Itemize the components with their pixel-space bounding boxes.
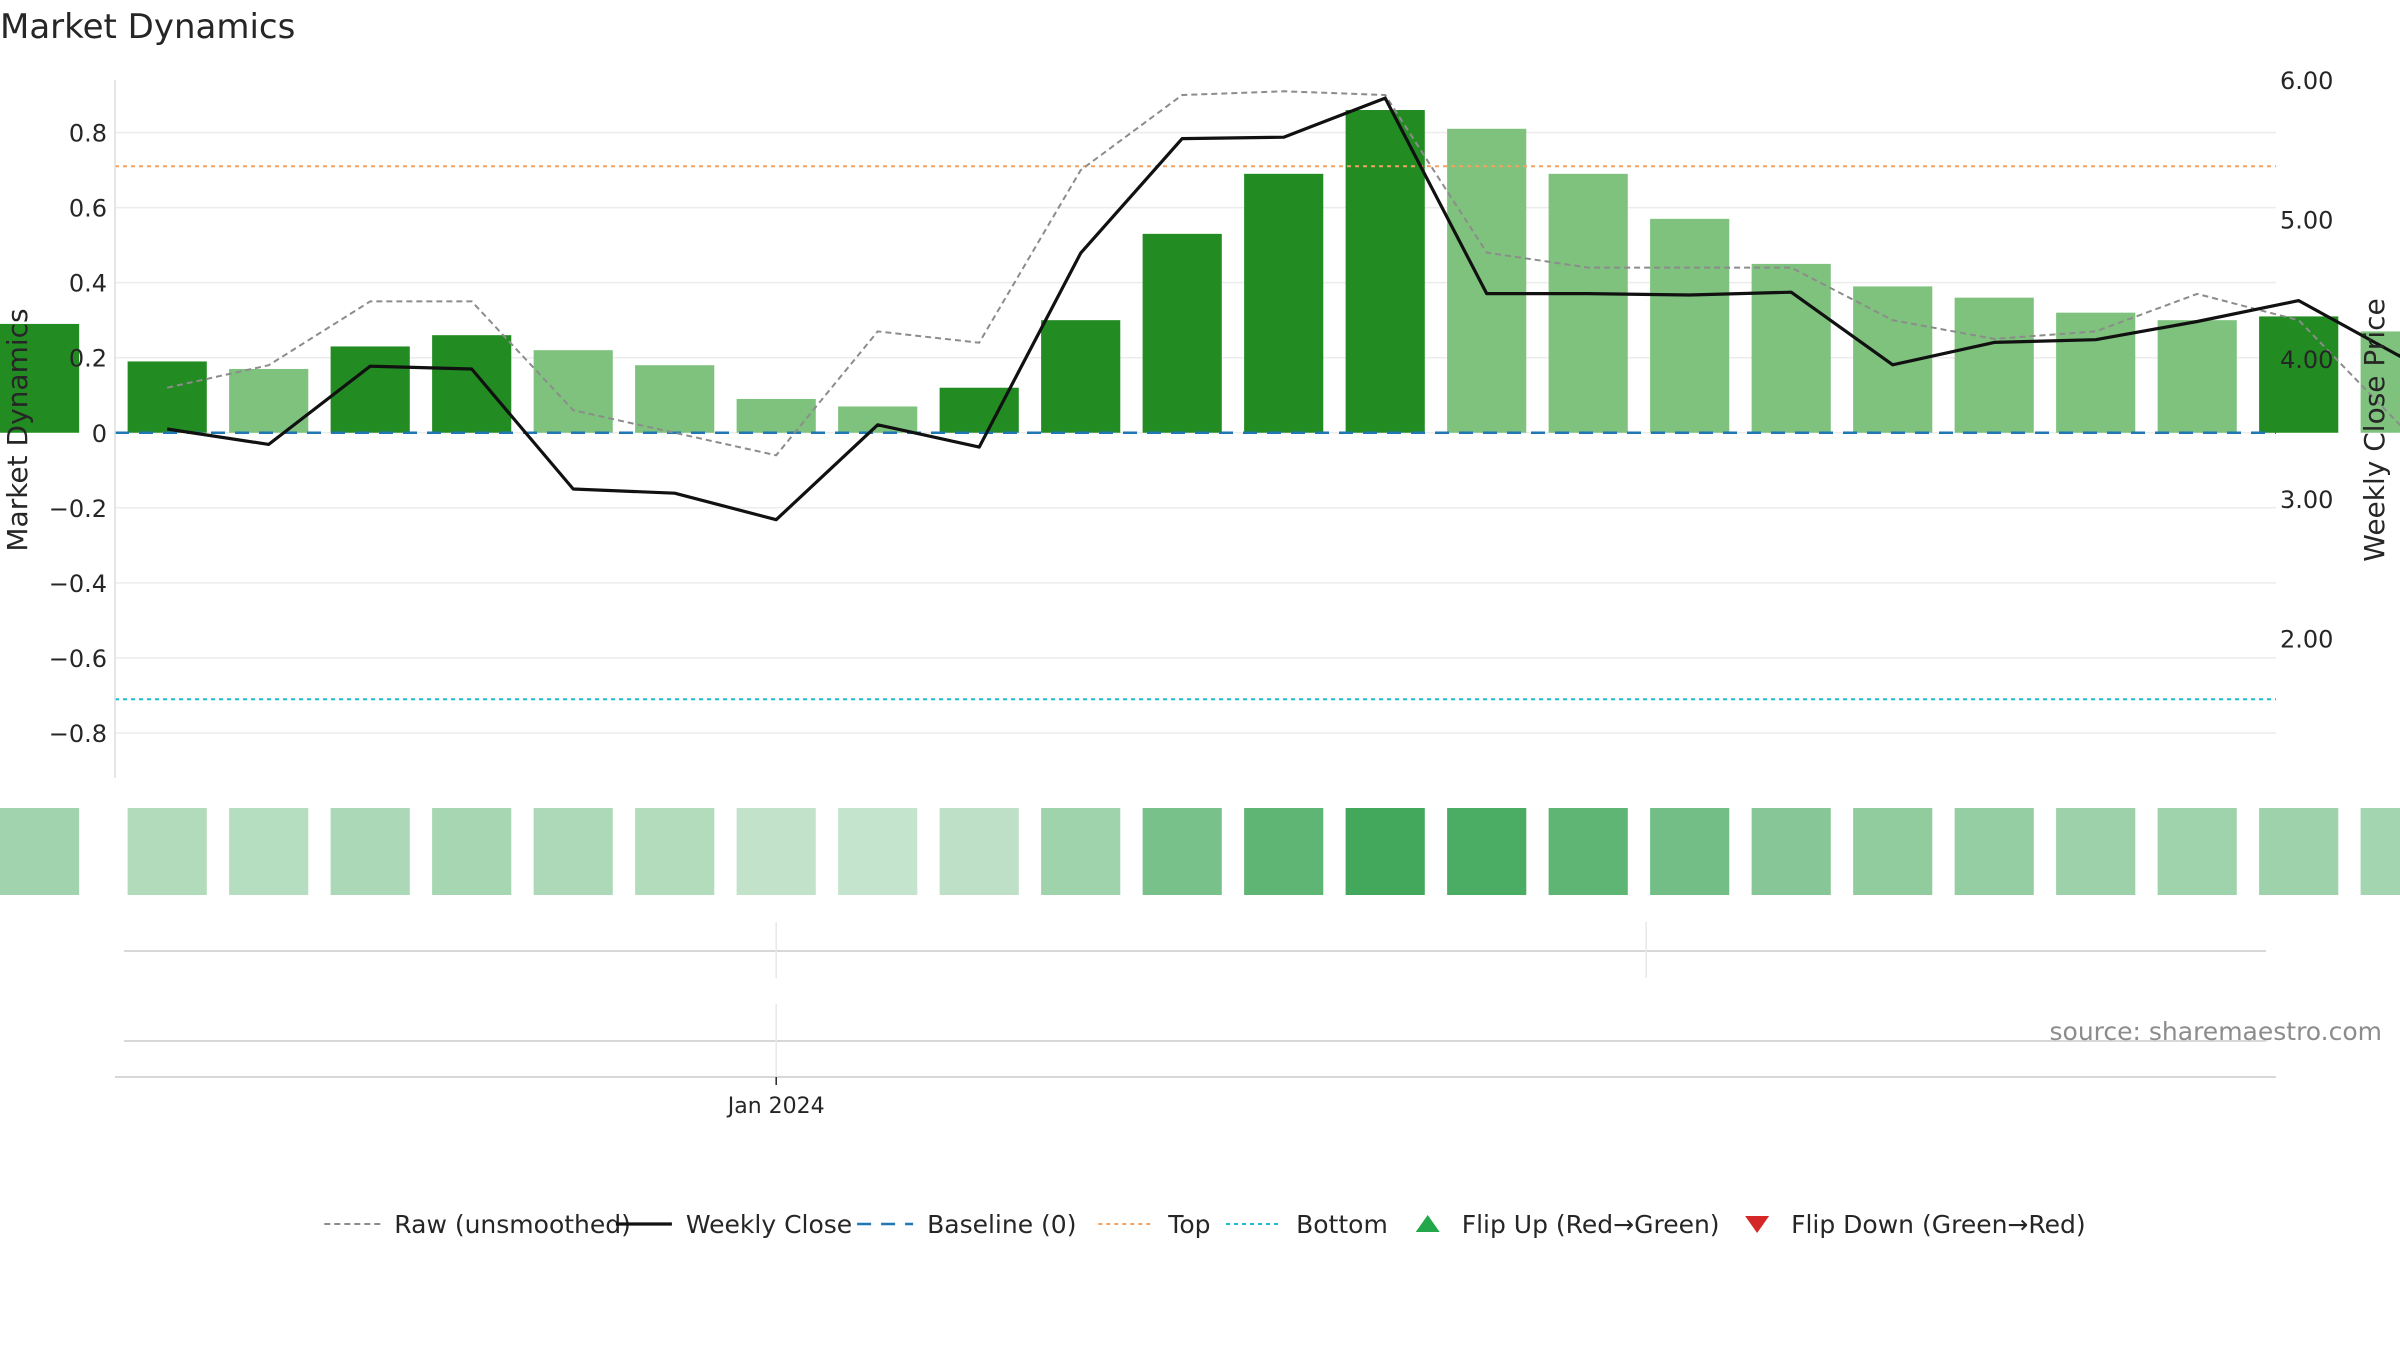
heat-cell xyxy=(2259,808,2339,895)
left-tick-label: 0.2 xyxy=(69,345,107,373)
dynamics-bar xyxy=(1447,128,1527,433)
heat-cell xyxy=(1853,808,1933,895)
date-axis: Jan 2024Jul 2024Jan 2025Jul 2025 xyxy=(726,1077,825,1119)
heat-cell xyxy=(838,808,918,895)
dynamics-bar xyxy=(1041,320,1121,433)
legend-label: Weekly Close xyxy=(686,1210,852,1239)
dynamics-bar xyxy=(1751,263,1831,433)
dynamics-bar xyxy=(1142,233,1222,433)
legend-label: Flip Up (Red→Green) xyxy=(1462,1210,1720,1239)
heat-cell xyxy=(736,808,816,895)
left-tick-label: −0.4 xyxy=(49,570,107,598)
right-tick-label: 6.00 xyxy=(2280,67,2333,95)
dynamics-bar xyxy=(0,323,80,433)
legend-label: Baseline (0) xyxy=(927,1210,1076,1239)
legend: Raw (unsmoothed) Weekly Close Baseline (0)… xyxy=(324,1210,2086,1239)
chart-title: Market Dynamics xyxy=(0,7,295,47)
reference-lines xyxy=(115,165,2276,701)
right-axis: 2.00 3.00 4.00 5.00 6.00 xyxy=(2280,67,2333,653)
x-tick-label: Jan 2024 xyxy=(726,1094,825,1119)
dynamics-bar xyxy=(330,346,410,433)
heat-cell xyxy=(2157,808,2237,895)
legend-swatch-flip-up xyxy=(1415,1215,1440,1232)
heat-cell xyxy=(229,808,309,895)
heat-cell xyxy=(1447,808,1527,895)
right-tick-label: 3.00 xyxy=(2280,486,2333,514)
heat-cell xyxy=(1345,808,1425,895)
left-tick-label: 0.4 xyxy=(69,270,107,298)
dynamics-bar xyxy=(432,335,512,433)
heat-cell xyxy=(533,808,613,895)
dynamics-bar xyxy=(736,398,816,433)
heat-cell xyxy=(2056,808,2136,895)
heat-cell xyxy=(1548,808,1628,895)
right-axis-label: Weekly Close Price xyxy=(2358,298,2391,561)
heat-cell xyxy=(1142,808,1222,895)
dynamics-bar xyxy=(2157,320,2237,433)
left-tick-label: −0.2 xyxy=(49,495,107,523)
legend-swatch-flip-down xyxy=(1745,1216,1770,1233)
source-text: source: sharemaestro.com xyxy=(2050,1017,2383,1046)
dynamics-bar xyxy=(1548,173,1628,433)
heat-cell xyxy=(1041,808,1121,895)
left-tick-label: 0.8 xyxy=(69,120,107,148)
dynamics-bar xyxy=(1244,173,1324,433)
right-tick-label: 5.00 xyxy=(2280,207,2333,235)
heat-cell xyxy=(635,808,715,895)
left-tick-label: 0.6 xyxy=(69,195,107,223)
right-tick-label: 4.00 xyxy=(2280,346,2333,374)
dynamics-bar xyxy=(1650,218,1730,433)
dynamics-heat-strip xyxy=(0,808,2400,895)
left-axis-label: Market Dynamics xyxy=(1,308,34,551)
legend-label: Top xyxy=(1167,1210,1210,1239)
heat-cell xyxy=(1650,808,1730,895)
dynamics-bar xyxy=(2056,312,2136,433)
left-axis: −0.8 −0.6 −0.4 −0.2 0 0.2 0.4 0.6 0.8 xyxy=(49,80,116,778)
legend-label: Flip Down (Green→Red) xyxy=(1791,1210,2086,1239)
dynamics-bar xyxy=(1954,297,2034,433)
heat-cell xyxy=(939,808,1019,895)
close-series xyxy=(166,96,2400,522)
right-tick-label: 2.00 xyxy=(2280,625,2333,653)
dynamics-bar xyxy=(838,406,918,433)
legend-label: Bottom xyxy=(1296,1210,1388,1239)
dynamics-bar xyxy=(1345,110,1425,433)
heat-cell xyxy=(330,808,410,895)
heat-cell xyxy=(432,808,512,895)
dynamics-bars xyxy=(0,110,2400,433)
left-tick-label: −0.8 xyxy=(49,720,107,748)
close-line xyxy=(166,96,2400,522)
heat-cell xyxy=(2360,808,2400,895)
heat-cell xyxy=(0,808,80,895)
legend-label: Raw (unsmoothed) xyxy=(394,1210,631,1239)
heat-cell xyxy=(127,808,207,895)
dynamics-bar xyxy=(533,350,613,433)
dynamics-bar xyxy=(635,365,715,433)
dynamics-bar xyxy=(127,361,207,433)
heat-cell xyxy=(1244,808,1324,895)
dynamics-bar xyxy=(2360,331,2400,433)
heat-cell xyxy=(1751,808,1831,895)
left-tick-label: −0.6 xyxy=(49,645,107,673)
left-tick-label: 0 xyxy=(92,420,107,448)
dynamics-bar xyxy=(2259,316,2339,433)
flip-markers-panel xyxy=(115,922,2276,1078)
heat-cell xyxy=(1954,808,2034,895)
